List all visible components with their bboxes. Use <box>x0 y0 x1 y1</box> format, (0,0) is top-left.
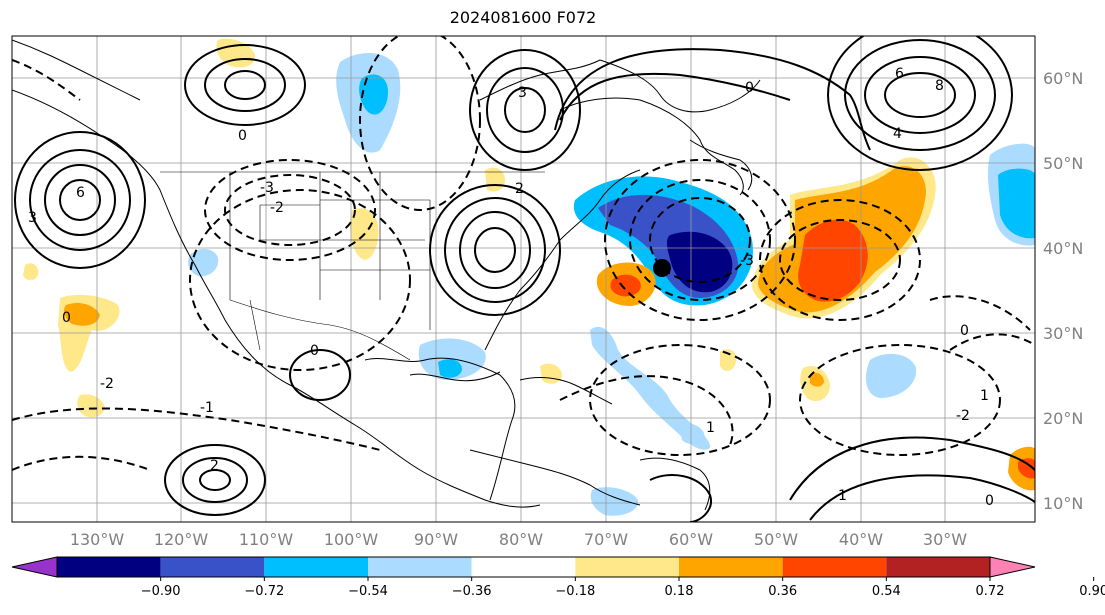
positive-anomaly-patch <box>1018 458 1035 479</box>
negative-anomaly-patch <box>438 359 462 378</box>
colorbar-extend-max <box>989 556 1036 578</box>
political-borders <box>160 171 545 361</box>
negative-anomaly-patch <box>998 168 1035 239</box>
contour-label: 2 <box>210 458 219 474</box>
contours-positive <box>14 36 1035 522</box>
colorbar-tick-label: 0.54 <box>872 584 901 599</box>
contour-label: 1 <box>980 388 989 404</box>
positive-anomaly-strong <box>798 219 868 302</box>
contour-label: 6 <box>895 66 904 82</box>
colorbar-segment <box>264 557 368 577</box>
colorbar-tick-label: −0.36 <box>452 584 492 599</box>
contour-label: 0 <box>310 343 319 359</box>
negative-anomaly-patch <box>680 423 705 445</box>
negative-anomaly-patch <box>590 487 639 516</box>
colorbar-extend-min <box>11 556 58 578</box>
contour-label: -2 <box>100 376 114 392</box>
colorbar-tick-label: −0.54 <box>348 584 388 599</box>
lat-label: 40°N <box>1043 239 1083 258</box>
negative-anomaly-patch <box>359 74 388 115</box>
contours-negative <box>12 36 1035 471</box>
colorbar-segment <box>886 557 990 577</box>
colorbar-tick-label: 0.18 <box>665 584 694 599</box>
negative-anomaly-patch <box>865 353 917 398</box>
contour-label: 0 <box>985 493 994 509</box>
colorbar-segment <box>471 557 576 577</box>
contour-label: 1 <box>838 488 847 504</box>
lon-label: 90°W <box>414 530 458 549</box>
positive-anomaly-small-core <box>610 274 641 297</box>
lat-label: 20°N <box>1043 409 1083 428</box>
positive-anomaly-patch <box>64 303 100 326</box>
lat-label: 10°N <box>1043 494 1083 513</box>
lon-label: 120°W <box>154 530 209 549</box>
negative-anomaly-patch <box>188 248 219 277</box>
colorbar-tick-label: 0.36 <box>768 584 797 599</box>
contour-label: 0 <box>960 323 969 339</box>
colorbar-tick-label: −0.90 <box>141 584 181 599</box>
contour-label: 8 <box>935 78 944 94</box>
lon-label: 40°W <box>839 530 883 549</box>
negative-anomaly-strong <box>666 231 733 293</box>
colorbar-segment <box>57 557 161 577</box>
colorbar-segment <box>679 557 783 577</box>
negative-anomaly-patch <box>590 326 711 450</box>
anomaly-shading <box>23 38 1035 516</box>
contour-label: -1 <box>200 400 214 416</box>
contour-label: -2 <box>956 408 970 424</box>
contour-label: -3 <box>740 253 754 269</box>
contour-label: 0 <box>62 310 71 326</box>
contour-labels: 6 3 0 -3 -2 0 -1 2 -3 6 8 4 0 0 1 -2 1 0… <box>28 66 994 509</box>
lon-label: 130°W <box>70 530 125 549</box>
contour-label: 3 <box>28 210 37 226</box>
map-title: 2024081600 F072 <box>449 8 597 27</box>
contour-label: 0 <box>238 128 247 144</box>
longitude-labels: 130°W 120°W 110°W 100°W 90°W 80°W 70°W 6… <box>70 530 967 549</box>
colorbar-segment <box>575 557 679 577</box>
lat-label: 60°N <box>1043 69 1083 88</box>
storm-position-marker <box>653 259 671 277</box>
contour-label: 0 <box>745 80 754 96</box>
lon-label: 30°W <box>923 530 967 549</box>
contour-label: 1 <box>706 420 715 436</box>
colorbar-tick-label: 0.90 <box>1079 584 1105 599</box>
contour-label: 4 <box>893 126 902 142</box>
colorbar-tick-label: −0.72 <box>244 584 284 599</box>
colorbar-segment <box>160 557 265 577</box>
positive-anomaly-patch <box>720 349 737 371</box>
lon-label: 50°W <box>754 530 798 549</box>
lat-label: 50°N <box>1043 154 1083 173</box>
lon-label: 70°W <box>584 530 628 549</box>
map-content: 6 3 0 -3 -2 0 -1 2 -3 6 8 4 0 0 1 -2 1 0… <box>12 36 1035 522</box>
positive-anomaly-patch <box>77 394 105 418</box>
graticule <box>12 36 1035 522</box>
contour-label: 6 <box>76 185 85 201</box>
map-border <box>11 35 1036 523</box>
lon-label: 110°W <box>239 530 294 549</box>
contour-label: 2 <box>515 181 524 197</box>
lon-label: 100°W <box>324 530 379 549</box>
map-background <box>12 36 1035 522</box>
latitude-labels: 60°N 50°N 40°N 30°N 20°N 10°N <box>1043 69 1083 513</box>
lon-label: 80°W <box>499 530 543 549</box>
contour-label: -3 <box>260 180 274 196</box>
colorbar-segment <box>782 557 887 577</box>
positive-anomaly-patch <box>810 372 824 387</box>
positive-anomaly-patch <box>23 263 39 281</box>
colorbar-tick-label: −0.18 <box>555 584 595 599</box>
lat-label: 30°N <box>1043 324 1083 343</box>
colorbar-segment <box>368 557 472 577</box>
colorbar-tick-label: 0.72 <box>976 584 1005 599</box>
colorbar-outline <box>56 556 991 578</box>
contour-label: -2 <box>270 200 284 216</box>
lon-label: 60°W <box>669 530 713 549</box>
colorbar: −0.90 −0.72 −0.54 −0.36 −0.18 0.18 0.36 0.54 0.7… <box>11 556 1105 599</box>
contour-label: 3 <box>518 85 527 101</box>
